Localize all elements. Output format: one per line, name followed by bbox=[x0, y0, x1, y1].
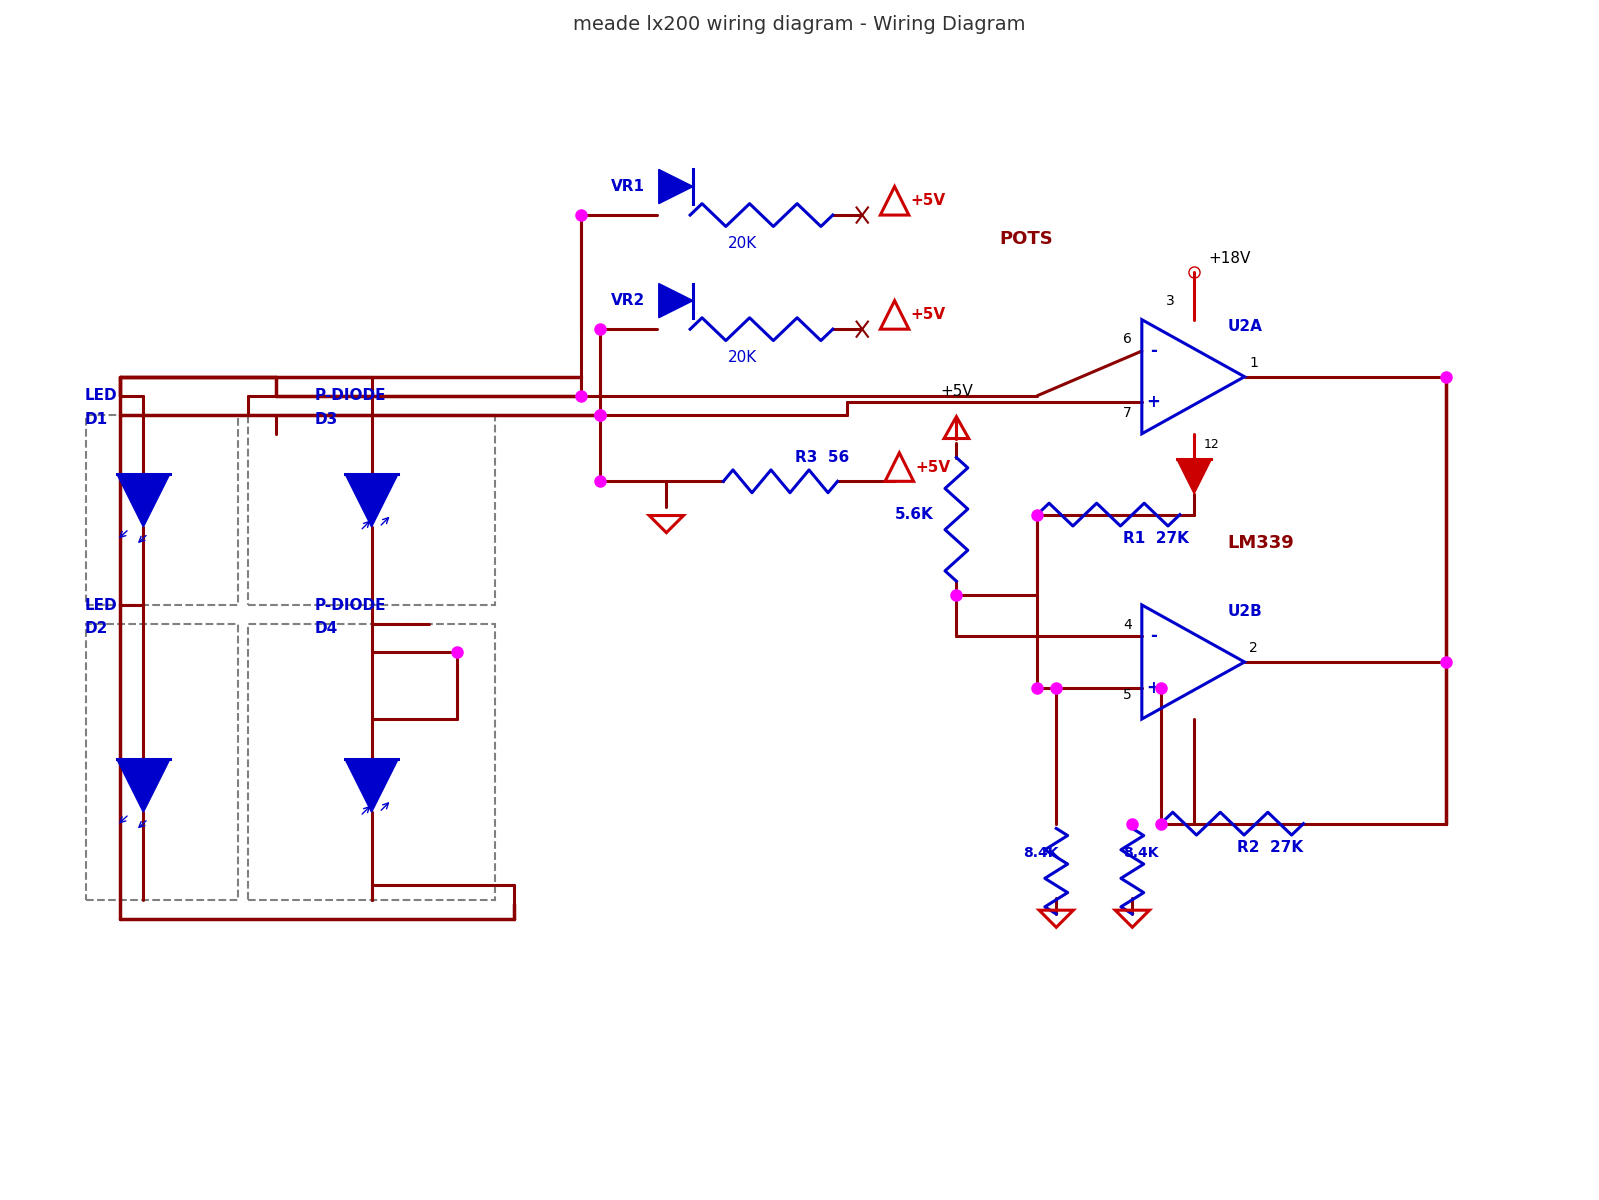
Text: 7: 7 bbox=[1122, 406, 1132, 420]
Text: 3: 3 bbox=[1166, 294, 1174, 308]
Text: D1: D1 bbox=[85, 413, 107, 427]
Text: VR2: VR2 bbox=[611, 293, 646, 308]
Polygon shape bbox=[117, 758, 169, 812]
Bar bbox=[248, 624, 496, 900]
Text: P-DIODE: P-DIODE bbox=[315, 598, 385, 613]
Polygon shape bbox=[1177, 460, 1212, 493]
Polygon shape bbox=[659, 283, 692, 318]
Text: LED: LED bbox=[85, 598, 117, 613]
Text: 20K: 20K bbox=[728, 236, 756, 251]
Text: 8.4K: 8.4K bbox=[1023, 846, 1059, 860]
Text: 5.6K: 5.6K bbox=[894, 508, 934, 522]
Polygon shape bbox=[345, 758, 398, 812]
Bar bbox=[86, 624, 238, 900]
Text: U2B: U2B bbox=[1228, 605, 1262, 619]
Text: 8.4K: 8.4K bbox=[1122, 846, 1158, 860]
Text: VR1: VR1 bbox=[611, 179, 646, 194]
Text: +: + bbox=[1146, 394, 1161, 412]
Text: -: - bbox=[1150, 628, 1156, 646]
Text: R2  27K: R2 27K bbox=[1238, 840, 1303, 856]
Text: LED: LED bbox=[85, 389, 117, 403]
Polygon shape bbox=[659, 169, 692, 204]
Bar bbox=[86, 415, 238, 605]
Text: 6: 6 bbox=[1122, 332, 1132, 347]
Text: LM339: LM339 bbox=[1228, 534, 1294, 552]
Text: 20K: 20K bbox=[728, 350, 756, 366]
Text: +: + bbox=[1146, 679, 1161, 697]
Text: R1  27K: R1 27K bbox=[1122, 532, 1188, 546]
Text: +18V: +18V bbox=[1209, 251, 1250, 265]
Text: 4: 4 bbox=[1122, 618, 1132, 631]
Text: +5V: +5V bbox=[911, 193, 947, 209]
Text: -: - bbox=[1150, 342, 1156, 360]
Text: 1: 1 bbox=[1249, 356, 1258, 371]
Text: +5V: +5V bbox=[916, 460, 951, 474]
Text: +5V: +5V bbox=[940, 384, 972, 398]
Bar bbox=[248, 415, 496, 605]
Title: meade lx200 wiring diagram - Wiring Diagram: meade lx200 wiring diagram - Wiring Diag… bbox=[574, 14, 1025, 34]
Text: 5: 5 bbox=[1122, 688, 1132, 702]
Text: D4: D4 bbox=[315, 622, 337, 636]
Text: D2: D2 bbox=[85, 622, 107, 636]
Text: POTS: POTS bbox=[999, 229, 1054, 247]
Text: D3: D3 bbox=[315, 413, 337, 427]
Text: 12: 12 bbox=[1204, 438, 1220, 451]
Text: P-DIODE: P-DIODE bbox=[315, 389, 385, 403]
Text: +5V: +5V bbox=[911, 307, 947, 323]
Polygon shape bbox=[117, 474, 169, 527]
Text: U2A: U2A bbox=[1228, 319, 1262, 334]
Text: R3  56: R3 56 bbox=[795, 450, 849, 466]
Text: 2: 2 bbox=[1249, 642, 1258, 655]
Polygon shape bbox=[345, 474, 398, 527]
